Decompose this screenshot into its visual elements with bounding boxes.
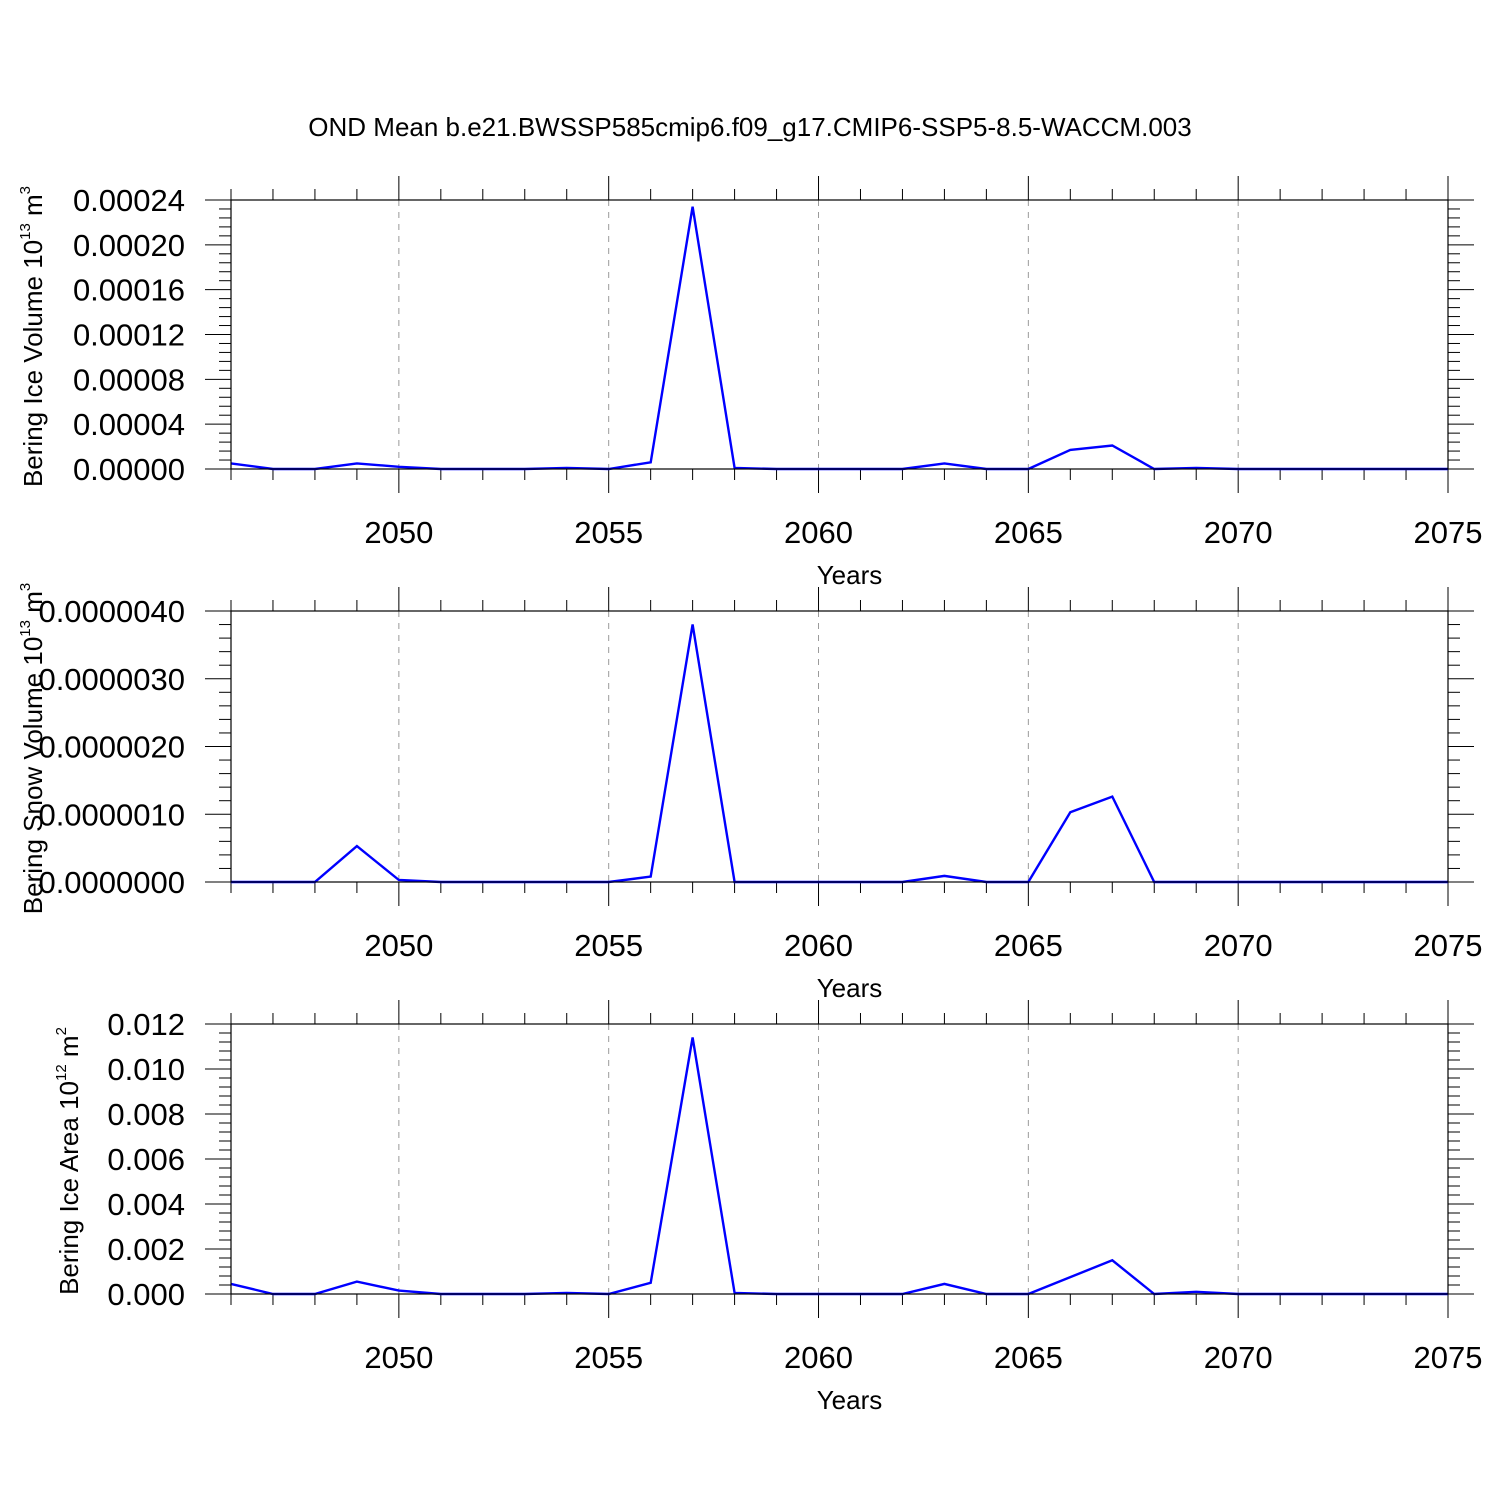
y-axis-label-exponent: 12 xyxy=(53,1064,70,1081)
y-axis-label-unit-exponent: 2 xyxy=(53,1027,70,1035)
y-tick-label-2: 0.00008 xyxy=(73,362,185,397)
x-tick-label-2060: 2060 xyxy=(784,928,853,963)
plot-frame xyxy=(230,610,1449,883)
y-tick-label-4: 0.008 xyxy=(107,1097,185,1132)
y-tick-label-0: 0.000 xyxy=(107,1277,185,1312)
plot-frame xyxy=(230,1023,1449,1295)
figure-title: OND Mean b.e21.BWSSP585cmip6.f09_g17.CMI… xyxy=(308,112,1191,142)
y-tick-label-1: 0.0000010 xyxy=(38,797,185,832)
y-axis-label-exponent: 13 xyxy=(17,620,34,637)
y-axis-label-unit-exponent: 3 xyxy=(17,583,34,591)
x-tick-label-2060: 2060 xyxy=(784,1340,853,1375)
y-axis-label-unit: m xyxy=(18,591,48,620)
y-axis-label-exponent: 13 xyxy=(17,223,34,240)
y-tick-label-5: 0.00020 xyxy=(73,228,185,263)
y-axis-label-unit: m xyxy=(18,194,48,223)
y-tick-label-5: 0.010 xyxy=(107,1052,185,1087)
y-axis-label-text: Bering Ice Volume 10 xyxy=(18,240,48,487)
panels: 0.000000.000040.000080.000120.000160.000… xyxy=(17,176,1482,1415)
y-tick-label-0: 0.00000 xyxy=(73,452,185,487)
y-axis-label-text: Bering Snow Volume 10 xyxy=(18,637,48,915)
x-tick-label-2055: 2055 xyxy=(574,928,643,963)
x-tick-label-2055: 2055 xyxy=(574,1340,643,1375)
y-tick-label-2: 0.0000020 xyxy=(38,730,185,765)
panel-1: 0.00000 0.00004 0.00008 0.00012 0.00016 0.000… xyxy=(17,176,1482,590)
plot-frame xyxy=(230,199,1449,470)
x-tick-label-2065: 2065 xyxy=(994,928,1063,963)
x-tick-label-2075: 2075 xyxy=(1414,1340,1483,1375)
y-tick-label-1: 0.002 xyxy=(107,1232,185,1267)
y-tick-label-1: 0.00004 xyxy=(73,407,185,442)
y-tick-label-2: 0.004 xyxy=(107,1187,185,1222)
x-tick-label-2050: 2050 xyxy=(364,1340,433,1375)
y-axis-label: Bering Snow Volume 1013 m3 xyxy=(17,583,48,914)
x-tick-label-2070: 2070 xyxy=(1204,928,1273,963)
x-tick-label-2065: 2065 xyxy=(994,515,1063,550)
x-tick-label-2060: 2060 xyxy=(784,515,853,550)
x-tick-label-2075: 2075 xyxy=(1414,515,1483,550)
x-axis-label: Years xyxy=(817,1385,883,1415)
y-tick-label-4: 0.0000040 xyxy=(38,594,185,629)
x-axis-label: Years xyxy=(817,560,883,590)
panel-2: 0.0000000 0.0000010 0.0000020 0.0000030 0.00… xyxy=(17,583,1482,1003)
y-tick-label-6: 0.012 xyxy=(107,1007,185,1042)
y-tick-label-6: 0.00024 xyxy=(73,183,185,218)
x-tick-label-2065: 2065 xyxy=(994,1340,1063,1375)
y-tick-label-3: 0.0000030 xyxy=(38,662,185,697)
y-tick-label-0: 0.0000000 xyxy=(38,865,185,900)
x-tick-label-2050: 2050 xyxy=(364,515,433,550)
x-tick-label-2055: 2055 xyxy=(574,515,643,550)
y-axis-label-unit: m xyxy=(54,1035,84,1064)
y-axis-label: Bering Ice Volume 1013 m3 xyxy=(17,186,48,487)
x-tick-label-2070: 2070 xyxy=(1204,1340,1273,1375)
y-axis-label-text: Bering Ice Area 10 xyxy=(54,1081,84,1295)
y-tick-label-3: 0.00012 xyxy=(73,318,185,353)
x-tick-label-2050: 2050 xyxy=(364,928,433,963)
panel-3: 0.000 0.002 0.004 0.006 0.008 0.010 0.012 2050 2… xyxy=(53,1000,1482,1415)
x-axis-label: Years xyxy=(817,973,883,1003)
y-tick-label-4: 0.00016 xyxy=(73,273,185,308)
y-tick-label-3: 0.006 xyxy=(107,1142,185,1177)
x-tick-label-2070: 2070 xyxy=(1204,515,1273,550)
x-tick-label-2075: 2075 xyxy=(1414,928,1483,963)
y-axis-label: Bering Ice Area 1012 m2 xyxy=(53,1027,84,1295)
y-axis-label-unit-exponent: 3 xyxy=(17,186,34,194)
